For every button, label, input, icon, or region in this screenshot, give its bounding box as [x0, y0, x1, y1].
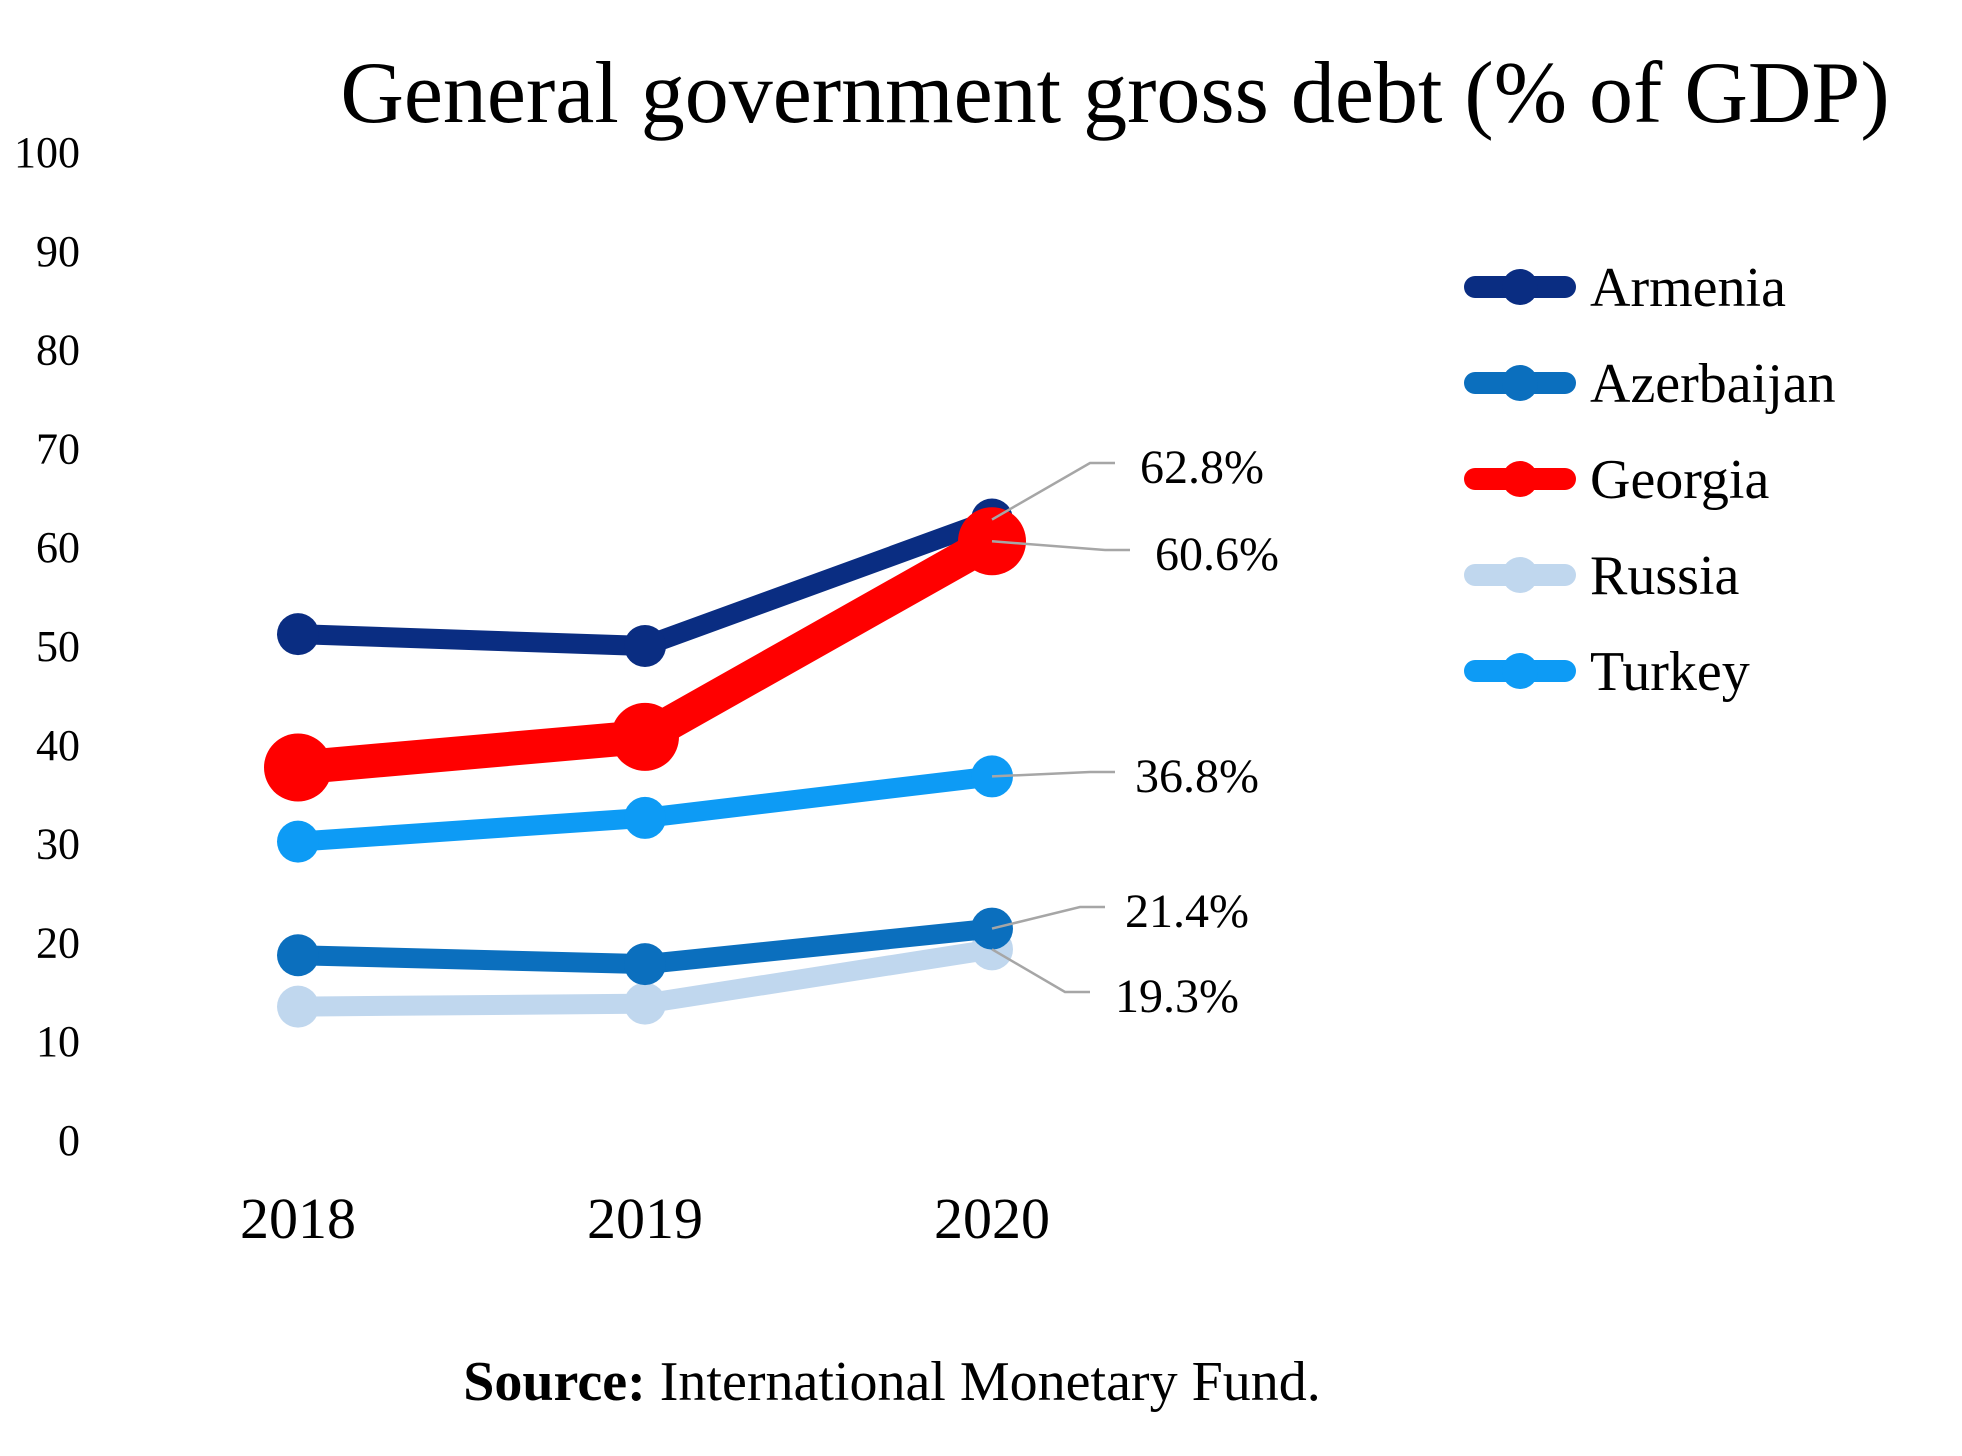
- y-tick-label: 100: [14, 128, 80, 177]
- data-label-russia: 19.3%: [1115, 970, 1239, 1023]
- data-point-russia: [277, 985, 319, 1028]
- data-point-azerbaijan: [624, 943, 666, 986]
- y-tick-label: 60: [36, 523, 80, 572]
- legend-swatch-marker: [1502, 461, 1538, 497]
- leader-line-russia: [991, 948, 1090, 994]
- data-point-georgia: [264, 733, 332, 802]
- data-point-turkey: [277, 820, 319, 863]
- y-tick-label: 90: [36, 227, 80, 276]
- data-point-turkey: [624, 796, 666, 839]
- series-layer: [264, 498, 1026, 1028]
- data-label-armenia: 62.8%: [1140, 441, 1264, 494]
- y-tick-label: 10: [36, 1017, 80, 1066]
- legend-item-georgia: Georgia: [1464, 449, 1769, 511]
- data-label-georgia: 60.6%: [1155, 528, 1279, 581]
- legend-swatch-marker: [1502, 365, 1538, 401]
- y-tick-label: 70: [36, 424, 80, 473]
- legend-label: Russia: [1590, 545, 1739, 607]
- x-tick-label: 2020: [934, 1186, 1050, 1251]
- legend-item-turkey: Turkey: [1464, 641, 1750, 703]
- series-turkey: [277, 755, 1013, 863]
- leader-line-azerbaijan: [991, 905, 1105, 930]
- leader-line-armenia: [991, 461, 1115, 521]
- x-tick-label: 2019: [587, 1186, 703, 1251]
- y-tick-label: 30: [36, 820, 80, 869]
- x-tick-label: 2018: [240, 1186, 356, 1251]
- data-label-turkey: 36.8%: [1135, 750, 1259, 803]
- legend-swatch-marker: [1502, 269, 1538, 305]
- series-georgia: [264, 507, 1026, 802]
- legend-label: Armenia: [1590, 257, 1786, 319]
- legend-label: Turkey: [1590, 641, 1750, 703]
- y-axis: 0 10 20 30 40 50 60 70 80 90 100: [14, 128, 80, 1165]
- source-label: Source:: [463, 1351, 646, 1413]
- y-tick-label: 0: [58, 1116, 80, 1165]
- leader-line-georgia: [991, 540, 1130, 552]
- legend-item-russia: Russia: [1464, 545, 1739, 607]
- legend-swatch-marker: [1502, 557, 1538, 593]
- legend-swatch-marker: [1502, 653, 1538, 689]
- legend-item-azerbaijan: Azerbaijan: [1464, 353, 1836, 415]
- data-point-russia: [624, 982, 666, 1025]
- series-azerbaijan: [277, 907, 1013, 986]
- y-tick-label: 50: [36, 622, 80, 671]
- data-labels: 62.8% 21.4% 60.6% 19.3% 36.8%: [991, 441, 1279, 1023]
- legend-label: Azerbaijan: [1590, 353, 1836, 415]
- source-note: Source: International Monetary Fund.: [0, 1350, 1784, 1414]
- y-tick-label: 20: [36, 918, 80, 967]
- leader-line-turkey: [991, 770, 1115, 778]
- data-point-georgia: [611, 702, 679, 771]
- legend-label: Georgia: [1590, 449, 1769, 511]
- source-text: International Monetary Fund.: [645, 1351, 1321, 1413]
- data-point-armenia: [624, 625, 666, 667]
- data-point-azerbaijan: [277, 934, 319, 977]
- data-label-azerbaijan: 21.4%: [1125, 885, 1249, 938]
- y-tick-label: 40: [36, 721, 80, 770]
- chart-title: General government gross debt (% of GDP): [340, 45, 1889, 142]
- x-axis: 2018 2019 2020: [240, 1186, 1050, 1251]
- legend: Armenia Azerbaijan Georgia Russia Turkey: [1464, 257, 1836, 703]
- legend-item-armenia: Armenia: [1464, 257, 1786, 319]
- y-tick-label: 80: [36, 326, 80, 375]
- data-point-armenia: [277, 613, 319, 656]
